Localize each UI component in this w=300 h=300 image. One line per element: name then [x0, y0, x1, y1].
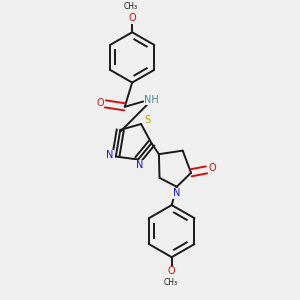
Text: O: O: [96, 98, 104, 108]
Text: O: O: [128, 13, 136, 23]
Text: N: N: [136, 160, 143, 170]
Text: CH₃: CH₃: [163, 278, 177, 287]
Text: O: O: [168, 266, 176, 276]
Text: S: S: [144, 115, 150, 124]
Text: NH: NH: [144, 95, 159, 105]
Text: N: N: [106, 150, 114, 161]
Text: N: N: [173, 188, 180, 198]
Text: O: O: [208, 164, 216, 173]
Text: CH₃: CH₃: [124, 2, 138, 11]
